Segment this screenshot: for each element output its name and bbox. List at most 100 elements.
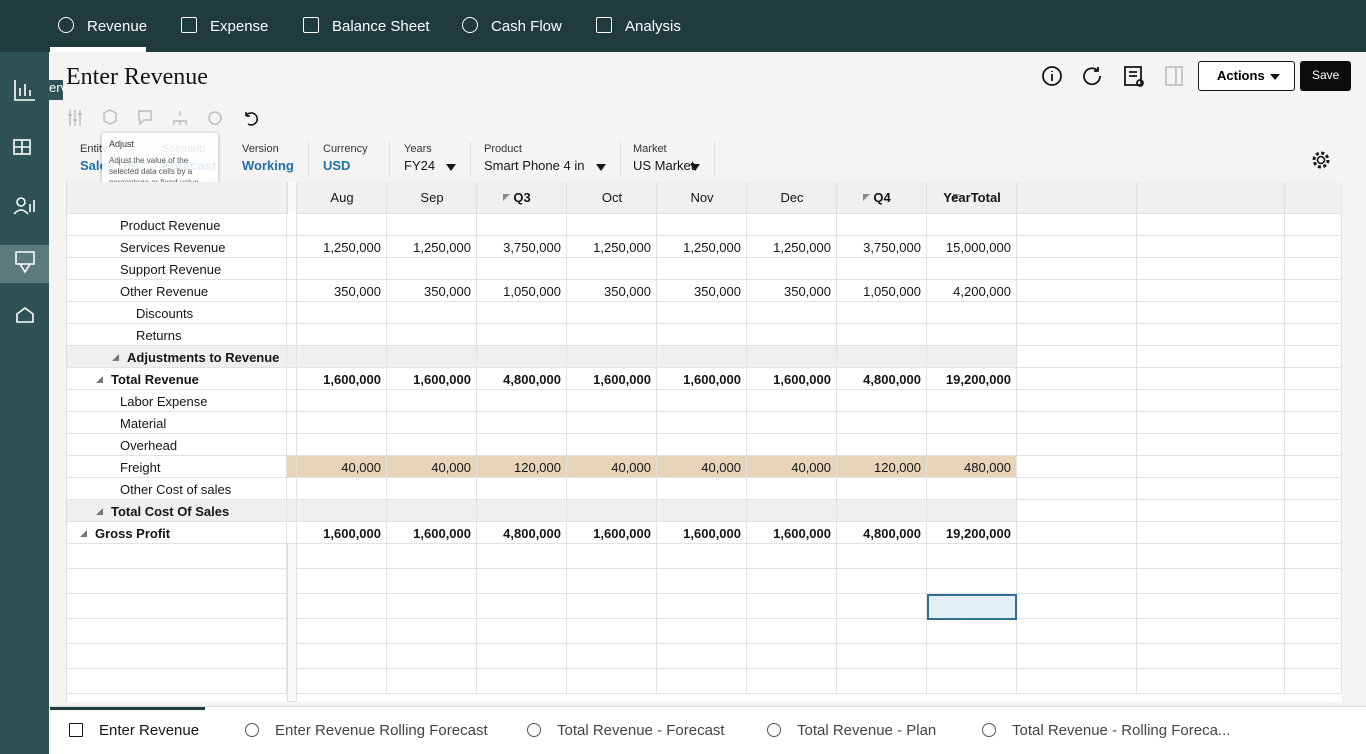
data-cell[interactable]: 1,250,000 — [297, 236, 387, 258]
data-cell[interactable] — [567, 412, 657, 434]
data-cell[interactable] — [567, 258, 657, 280]
data-cell[interactable] — [567, 302, 657, 324]
data-cell[interactable] — [387, 390, 477, 412]
data-cell[interactable]: 350,000 — [567, 280, 657, 302]
data-cell[interactable] — [927, 214, 1017, 236]
data-cell[interactable] — [927, 500, 1017, 522]
data-cell[interactable] — [837, 478, 927, 500]
data-cell[interactable] — [747, 324, 837, 346]
data-cell[interactable]: 19,200,000 — [927, 368, 1017, 390]
data-cell[interactable]: 1,600,000 — [567, 522, 657, 544]
data-cell[interactable]: 1,600,000 — [747, 368, 837, 390]
data-cell[interactable]: 1,600,000 — [387, 368, 477, 390]
data-cell[interactable]: 1,600,000 — [567, 368, 657, 390]
data-cell[interactable] — [837, 390, 927, 412]
column-header[interactable]: Oct — [567, 182, 657, 214]
settings-icon[interactable] — [1309, 148, 1333, 172]
data-cell[interactable]: 1,050,000 — [477, 280, 567, 302]
data-cell[interactable]: 40,000 — [387, 456, 477, 478]
data-cell[interactable] — [747, 302, 837, 324]
column-header[interactable]: Aug — [297, 182, 387, 214]
data-cell[interactable] — [567, 214, 657, 236]
collapse-toggle[interactable] — [863, 194, 870, 201]
data-cell[interactable] — [747, 478, 837, 500]
data-cell[interactable]: 1,600,000 — [657, 368, 747, 390]
data-cell[interactable] — [657, 478, 747, 500]
data-cell[interactable]: 1,250,000 — [387, 236, 477, 258]
pov-item[interactable]: Product Smart Phone 4 in — [484, 136, 634, 176]
data-cell[interactable]: 350,000 — [387, 280, 477, 302]
data-cell[interactable]: 350,000 — [747, 280, 837, 302]
data-cell[interactable]: 40,000 — [657, 456, 747, 478]
data-cell[interactable] — [567, 478, 657, 500]
data-cell[interactable] — [927, 434, 1017, 456]
data-cell[interactable] — [297, 478, 387, 500]
data-cell[interactable] — [297, 500, 387, 522]
data-cell[interactable] — [387, 214, 477, 236]
data-cell[interactable] — [747, 214, 837, 236]
data-cell[interactable] — [657, 346, 747, 368]
data-cell[interactable]: 1,050,000 — [837, 280, 927, 302]
data-cell[interactable] — [837, 412, 927, 434]
data-cell[interactable] — [567, 346, 657, 368]
data-cell[interactable] — [477, 324, 567, 346]
data-cell[interactable]: 40,000 — [297, 456, 387, 478]
data-cell[interactable]: 350,000 — [297, 280, 387, 302]
data-cell[interactable]: 3,750,000 — [837, 236, 927, 258]
data-cell[interactable] — [387, 346, 477, 368]
data-cell[interactable]: 4,800,000 — [477, 522, 567, 544]
data-cell[interactable] — [477, 390, 567, 412]
data-cell[interactable]: 1,600,000 — [747, 522, 837, 544]
data-cell[interactable] — [477, 412, 567, 434]
data-cell[interactable] — [747, 500, 837, 522]
column-header[interactable]: Sep — [387, 182, 477, 214]
data-cell[interactable] — [927, 478, 1017, 500]
data-cell[interactable]: 4,800,000 — [837, 368, 927, 390]
data-cell[interactable] — [477, 346, 567, 368]
column-header[interactable]: Dec — [747, 182, 837, 214]
data-cell[interactable] — [927, 324, 1017, 346]
data-cell[interactable]: 40,000 — [567, 456, 657, 478]
save-button[interactable]: Save — [1300, 61, 1351, 91]
data-cell[interactable]: 40,000 — [747, 456, 837, 478]
data-cell[interactable] — [477, 302, 567, 324]
data-cell[interactable]: 1,600,000 — [657, 522, 747, 544]
data-cell[interactable] — [657, 434, 747, 456]
data-cell[interactable]: 4,800,000 — [837, 522, 927, 544]
data-cell[interactable] — [477, 434, 567, 456]
pov-item[interactable]: Market US Market — [633, 136, 728, 176]
data-cell[interactable]: 4,800,000 — [477, 368, 567, 390]
data-cell[interactable] — [657, 302, 747, 324]
data-cell[interactable] — [837, 302, 927, 324]
data-cell[interactable] — [567, 390, 657, 412]
data-cell[interactable] — [927, 346, 1017, 368]
data-cell[interactable]: 1,600,000 — [297, 522, 387, 544]
data-cell[interactable] — [657, 500, 747, 522]
collapse-toggle[interactable] — [96, 508, 103, 515]
data-cell[interactable] — [657, 390, 747, 412]
data-cell[interactable] — [837, 258, 927, 280]
data-cell[interactable] — [747, 346, 837, 368]
data-cell[interactable] — [387, 478, 477, 500]
collapse-toggle[interactable] — [96, 376, 103, 383]
data-cell[interactable] — [927, 390, 1017, 412]
data-cell[interactable] — [477, 214, 567, 236]
data-cell[interactable] — [297, 412, 387, 434]
collapse-toggle[interactable] — [80, 530, 87, 537]
data-cell[interactable] — [477, 258, 567, 280]
data-cell[interactable] — [927, 412, 1017, 434]
data-cell[interactable] — [387, 500, 477, 522]
column-header[interactable]: Q4 — [837, 182, 927, 214]
data-cell[interactable] — [837, 500, 927, 522]
data-cell[interactable] — [387, 412, 477, 434]
data-cell[interactable] — [747, 390, 837, 412]
data-cell[interactable]: 1,250,000 — [747, 236, 837, 258]
collapse-toggle[interactable] — [112, 354, 119, 361]
data-cell[interactable] — [657, 324, 747, 346]
data-cell[interactable]: 1,250,000 — [567, 236, 657, 258]
data-cell[interactable]: 480,000 — [927, 456, 1017, 478]
data-cell[interactable] — [837, 346, 927, 368]
data-cell[interactable] — [297, 390, 387, 412]
pov-item[interactable]: Version Working — [242, 136, 322, 176]
data-cell[interactable] — [387, 434, 477, 456]
